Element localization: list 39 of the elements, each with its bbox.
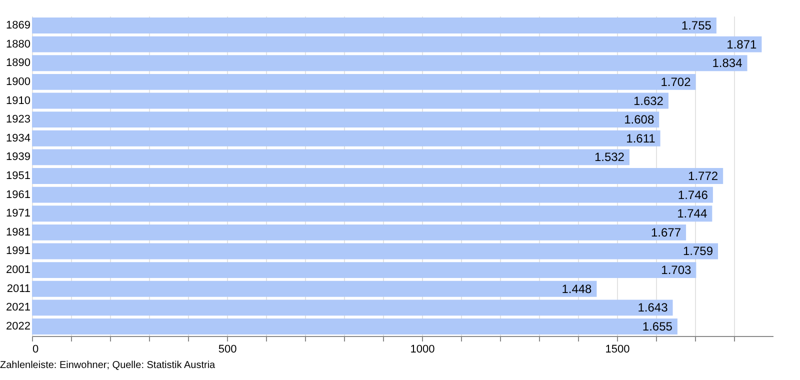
y-tick-label: 1869 — [6, 20, 30, 32]
y-tick-label: 1890 — [6, 57, 30, 70]
data-label: 1.703 — [661, 263, 692, 278]
y-tick-label: 2022 — [6, 320, 30, 332]
data-label: 1.611 — [626, 131, 656, 146]
data-label: 1.759 — [682, 244, 714, 258]
x-tick-label: 1000 — [410, 344, 435, 356]
data-label: 1.871 — [726, 37, 758, 52]
data-label: 1.677 — [651, 225, 682, 240]
data-label: 1.834 — [712, 56, 743, 70]
y-tick-label: 2021 — [6, 302, 30, 314]
x-tick-label: 500 — [218, 344, 237, 356]
y-tick-label: 1981 — [6, 226, 30, 238]
y-tick-label: 1910 — [6, 94, 30, 107]
data-label: 1.755 — [681, 18, 712, 32]
y-tick-label: 1991 — [6, 245, 30, 258]
data-label: 1.772 — [688, 169, 718, 183]
x-tick-label: 1500 — [605, 344, 630, 356]
text: Zahlenleiste: Einwohner; Quelle: Statistik Austria — [0, 360, 216, 371]
y-tick-label: 1934 — [6, 132, 30, 144]
data-label: 1.532 — [594, 150, 625, 164]
y-tick-label: 1900 — [6, 76, 30, 88]
data-label: 1.702 — [660, 74, 692, 89]
data-label: 1.608 — [624, 112, 654, 127]
x-tick-label: 0 — [32, 344, 39, 356]
y-tick-label: 1951 — [6, 170, 30, 182]
y-tick-label: 1961 — [6, 188, 30, 201]
y-tick-label: 1923 — [6, 114, 30, 126]
y-tick-label: 2011 — [6, 282, 30, 295]
data-label: 1.744 — [677, 206, 708, 221]
y-tick-label: 2001 — [6, 264, 30, 276]
y-tick-label: 1880 — [6, 38, 30, 50]
data-label: 1.746 — [678, 188, 708, 202]
y-tick-label: 1939 — [6, 151, 30, 164]
data-label: 1.643 — [638, 300, 668, 315]
data-label: 1.448 — [562, 282, 592, 296]
data-label: 1.655 — [642, 320, 673, 334]
data-label: 1.632 — [633, 94, 664, 108]
y-tick-label: 1971 — [6, 208, 30, 220]
